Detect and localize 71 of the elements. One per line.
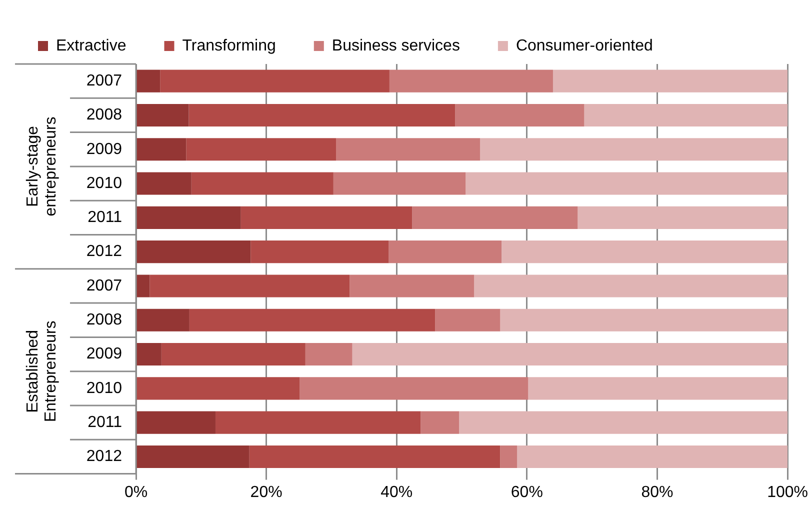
bar	[136, 206, 241, 229]
bar	[502, 240, 788, 264]
x-tick-label: 0%	[124, 484, 148, 501]
bar	[350, 274, 474, 298]
bar	[480, 138, 788, 161]
bar	[191, 172, 334, 195]
x-tick-label: 100%	[767, 484, 808, 501]
bar	[388, 240, 502, 264]
bar	[552, 70, 788, 92]
bar	[578, 206, 788, 229]
bar	[136, 377, 300, 400]
bar	[250, 240, 389, 264]
bar	[136, 172, 192, 195]
bar	[136, 343, 162, 366]
bar	[215, 411, 421, 434]
x-tick-label: 60%	[510, 484, 543, 501]
bar	[420, 411, 460, 434]
x-tick-label: 40%	[380, 484, 413, 501]
bar	[160, 70, 390, 92]
y-tick-label: 2012	[86, 448, 122, 466]
y-tick-label: 2011	[88, 414, 122, 431]
bar	[240, 206, 412, 229]
legend-label: Extractive	[56, 37, 126, 54]
bar	[136, 240, 251, 264]
bar	[389, 70, 553, 92]
y-tick-label: 2009	[86, 346, 122, 363]
legend-label: Transforming	[182, 37, 276, 54]
bar	[336, 138, 480, 161]
bar	[136, 70, 160, 92]
bar	[300, 377, 528, 400]
bar	[466, 172, 788, 195]
bar	[136, 411, 216, 434]
text: Established Entrepreneurs	[24, 320, 60, 422]
bar	[189, 308, 436, 332]
bar	[136, 308, 190, 332]
text: Early-stage entrepreneurs	[24, 116, 60, 216]
bar	[136, 138, 186, 161]
legend-label: Business services	[332, 37, 460, 54]
bar	[412, 206, 578, 229]
y-tick-label: 2007	[86, 72, 122, 90]
y-tick-label: 2012	[86, 243, 122, 260]
bar	[161, 343, 306, 366]
bar	[459, 411, 788, 434]
bar	[500, 308, 788, 332]
x-tick-label: 80%	[641, 484, 674, 501]
bar	[188, 104, 456, 126]
y-tick-label: 2010	[86, 174, 122, 192]
bar	[150, 274, 350, 298]
bar	[333, 172, 466, 195]
x-tick-label: 20%	[250, 484, 282, 501]
y-tick-label: 2008	[86, 312, 122, 329]
y-tick-label: 2008	[86, 106, 122, 124]
bar	[500, 445, 518, 468]
y-tick-label: 2010	[86, 380, 122, 397]
legend-label: Consumer-oriented	[516, 37, 653, 54]
bar	[249, 445, 500, 468]
bar	[136, 445, 250, 468]
bar	[528, 377, 788, 400]
y-tick-label: 2007	[86, 277, 122, 294]
bar	[352, 343, 788, 366]
bar	[455, 104, 584, 126]
bar	[584, 104, 788, 126]
bar	[435, 308, 500, 332]
y-tick-label: 2011	[88, 209, 122, 226]
bar	[305, 343, 352, 366]
y-tick-label: 2009	[86, 140, 122, 158]
bar	[136, 104, 189, 126]
bar	[136, 274, 150, 298]
bar	[186, 138, 336, 161]
bar	[517, 445, 788, 468]
bar	[474, 274, 788, 298]
